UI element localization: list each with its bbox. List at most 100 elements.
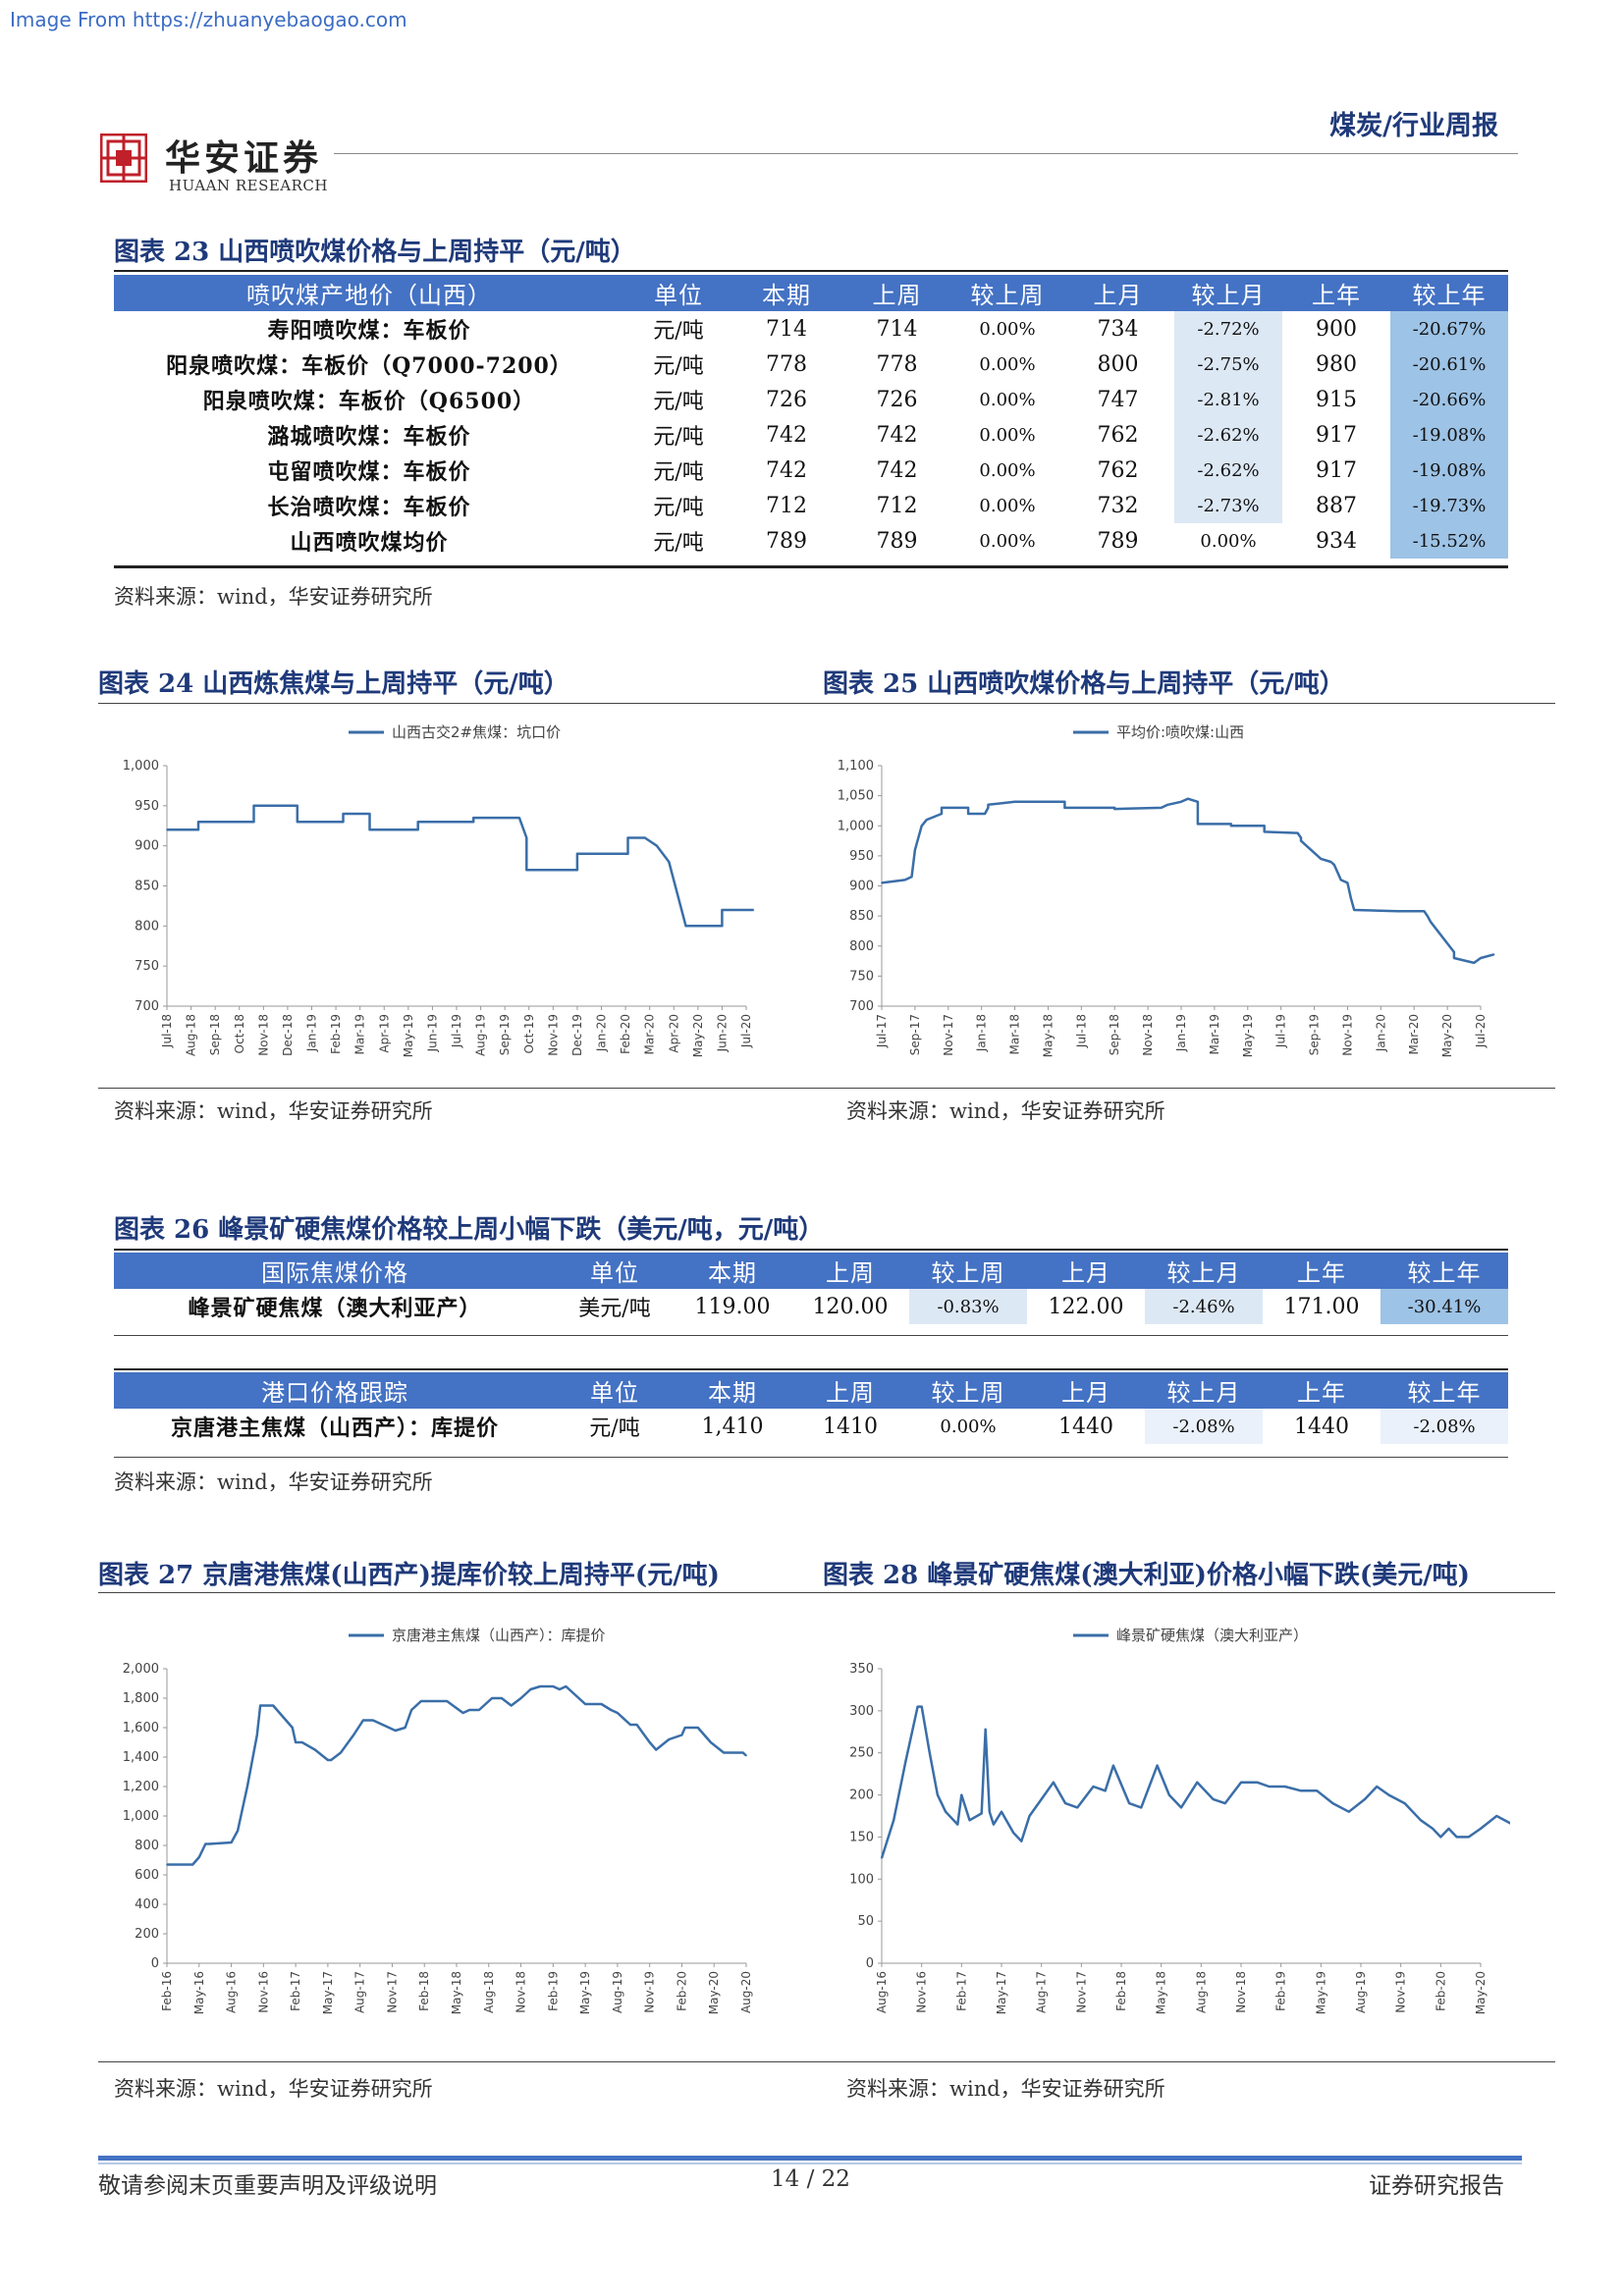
data-point [635,1724,638,1726]
data-point [416,828,419,831]
fig23-title: 图表 23 山西喷吹煤价格与上周持平（元/吨） [114,238,636,267]
x-tick-label: Aug-16 [875,1971,889,2013]
data-point [656,844,658,847]
row-label: 京唐港主焦煤（山西产）：库提价 [170,1415,499,1441]
x-tick-label: Aug-18 [185,1014,198,1056]
y-tick-label: 1,400 [123,1750,159,1765]
table-cell: 0.00% [979,318,1036,340]
column-header: 较上月 [1145,1372,1263,1409]
table-cell: 747 [1097,387,1139,412]
table-cell: -2.81% [1174,382,1282,417]
fig24-25-bottom-rule [98,1088,1555,1089]
table-cell: -15.52% [1390,523,1508,559]
data-point [648,1741,651,1743]
table-row: 屯留喷吹煤：车板价 元/吨 742 742 0.00% 762 -2.62% 917 -19.0… [114,453,1508,488]
y-tick-label: 1,100 [838,759,874,774]
table-row: 阳泉喷吹煤：车板价（Q6500） 元/吨 726 726 0.00% 747 -2.81% 9… [114,382,1508,417]
column-header: 上月 [1061,275,1174,311]
table-cell: 0.00% [979,424,1036,446]
data-point [684,925,687,928]
table-cell: 887 [1316,493,1357,518]
data-point [937,1793,939,1796]
source-watermark[interactable]: Image From https://zhuanyebaogao.com [10,8,407,31]
series-line [880,1705,1538,1864]
column-header: 本期 [674,1372,791,1409]
data-point [300,1741,303,1743]
table-cell: -2.62% [1174,417,1282,453]
data-point [1296,831,1299,834]
fig26-mid-rule [114,1335,1508,1336]
y-tick-label: 800 [849,939,874,954]
row-label: 山西喷吹煤均价 [290,530,449,556]
series-line [881,797,1494,965]
table-cell: 734 [1097,316,1139,342]
y-tick-label: 1,000 [123,1809,159,1824]
data-point [230,1842,233,1843]
table-cell: -19.08% [1390,453,1508,488]
x-tick-label: Feb-20 [619,1014,632,1054]
table-cell: -0.83% [909,1289,1027,1324]
y-tick-label: 950 [135,799,159,814]
y-tick-label: 200 [135,1927,159,1942]
x-tick-label: Jul-20 [1474,1014,1488,1048]
table-cell: 789 [766,528,807,554]
data-point [368,828,371,831]
x-tick-label: May-20 [1440,1014,1454,1057]
data-point [1300,1789,1302,1792]
data-point [617,1712,619,1714]
x-tick-label: May-17 [321,1971,335,2014]
data-point [510,1704,513,1707]
table-row: 京唐港主焦煤（山西产）：库提价 元/吨 1,410 1410 0.00% 1440 -2.0… [114,1409,1508,1444]
table-cell: 742 [876,457,918,483]
column-header: 上月 [1027,1253,1145,1289]
legend-label: 山西古交2#焦煤：坑口价 [392,723,561,741]
huaan-logo-icon [99,133,148,184]
y-tick-label: 950 [849,849,874,864]
table-cell: 742 [766,422,807,448]
data-point [410,1709,412,1711]
data-point [987,807,990,809]
data-point [1020,1840,1023,1842]
data-point [295,1741,297,1743]
data-point [626,853,629,855]
data-point [745,1754,747,1757]
data-point [1376,1786,1379,1788]
column-header: 单位 [556,1372,674,1409]
x-tick-label: May-19 [402,1014,415,1057]
y-tick-label: 1,600 [123,1721,159,1735]
data-point [1197,823,1199,826]
y-tick-label: 1,050 [838,789,874,804]
y-tick-label: 750 [849,969,874,984]
row-label: 阳泉喷吹煤：车板价（Q7000-7200） [166,353,572,379]
legend-label: 平均价:喷吹煤:山西 [1116,723,1244,741]
data-point [252,821,255,823]
data-point [252,805,255,807]
data-point [629,1724,631,1726]
data-point [352,1734,354,1736]
x-tick-label: Oct-18 [233,1014,246,1053]
data-point [655,1748,657,1751]
data-point [362,1719,364,1722]
column-header: 较上月 [1174,275,1282,311]
x-tick-label: Nov-16 [256,1971,270,2013]
table-cell: 0.00% [940,1415,997,1437]
table-cell: 789 [876,528,918,554]
table-cell: 732 [1097,493,1139,518]
table-cell: -20.67% [1390,311,1508,347]
x-tick-label: Nov-19 [1394,1971,1408,2013]
data-point [941,813,943,815]
data-point [1348,1810,1350,1813]
table-cell: 712 [876,493,918,518]
fig27-28-bottom-rule [98,2061,1555,2062]
data-point [881,881,883,884]
data-point [565,1685,568,1687]
column-header: 较上年 [1380,1372,1508,1409]
table-cell: 714 [876,316,918,342]
data-point [968,1819,971,1822]
data-point [559,1688,561,1690]
data-point [525,836,528,839]
data-point [1230,823,1232,826]
data-point [956,1823,959,1826]
data-point [1028,1815,1031,1817]
x-tick-label: Aug-18 [482,1971,496,2013]
